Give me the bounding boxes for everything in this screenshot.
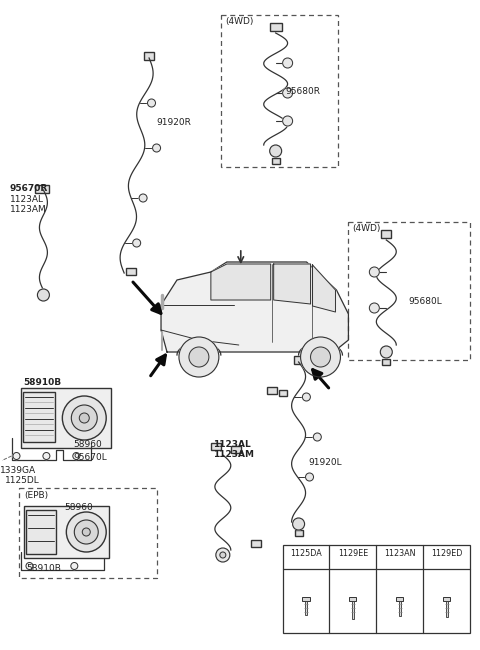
Circle shape — [153, 144, 161, 152]
Bar — [283, 545, 470, 633]
Text: (4WD): (4WD) — [225, 17, 253, 26]
Bar — [22, 388, 111, 448]
Text: 1123AM: 1123AM — [213, 450, 254, 459]
Text: (4WD): (4WD) — [352, 224, 381, 233]
Bar — [36, 185, 49, 193]
Circle shape — [71, 562, 78, 569]
Text: 1123AM: 1123AM — [10, 205, 46, 214]
Polygon shape — [274, 264, 311, 304]
Bar — [382, 359, 390, 365]
Text: 95670L: 95670L — [73, 453, 107, 462]
Circle shape — [380, 346, 392, 358]
Bar — [396, 597, 403, 601]
Text: 91920R: 91920R — [156, 118, 191, 127]
Circle shape — [313, 433, 321, 441]
Text: 91920L: 91920L — [309, 458, 342, 467]
Bar — [399, 601, 401, 616]
Circle shape — [302, 393, 311, 401]
Bar — [349, 597, 357, 601]
Circle shape — [73, 452, 80, 460]
Text: 1129ED: 1129ED — [431, 549, 462, 558]
Polygon shape — [161, 262, 348, 352]
Circle shape — [132, 239, 141, 247]
Circle shape — [82, 528, 90, 536]
Circle shape — [72, 405, 97, 431]
Text: 95680L: 95680L — [408, 297, 442, 306]
Polygon shape — [211, 264, 271, 300]
Circle shape — [306, 473, 313, 481]
Circle shape — [283, 58, 293, 68]
Circle shape — [189, 347, 209, 367]
Bar — [443, 597, 450, 601]
Text: 1123AL: 1123AL — [213, 440, 251, 449]
Bar — [221, 15, 338, 167]
Text: 1123AN: 1123AN — [384, 549, 416, 558]
Circle shape — [79, 413, 89, 423]
Text: 1125DA: 1125DA — [290, 549, 322, 558]
Bar — [294, 356, 303, 364]
Circle shape — [283, 88, 293, 98]
Bar — [272, 158, 280, 164]
Bar — [24, 506, 109, 558]
Bar — [381, 230, 391, 238]
Text: 58910B: 58910B — [26, 564, 61, 573]
Bar — [270, 23, 282, 31]
Circle shape — [369, 267, 379, 277]
Polygon shape — [312, 265, 336, 312]
Circle shape — [74, 520, 98, 544]
Bar — [445, 601, 448, 617]
Circle shape — [300, 337, 340, 377]
Bar — [352, 601, 354, 619]
Circle shape — [43, 452, 50, 460]
Bar — [267, 387, 276, 394]
Bar — [348, 222, 470, 360]
Text: 1123AL: 1123AL — [10, 195, 44, 204]
Text: 1129EE: 1129EE — [338, 549, 368, 558]
Bar — [20, 488, 157, 578]
Circle shape — [37, 289, 49, 301]
Bar — [305, 601, 307, 615]
Bar — [211, 443, 221, 450]
Circle shape — [66, 512, 106, 552]
Circle shape — [26, 562, 33, 569]
Bar — [26, 510, 56, 554]
Circle shape — [139, 194, 147, 202]
Circle shape — [270, 145, 282, 157]
Bar — [144, 52, 154, 60]
Circle shape — [13, 452, 20, 460]
Circle shape — [293, 518, 305, 530]
Circle shape — [62, 396, 106, 440]
Text: 58960: 58960 — [64, 503, 93, 512]
Text: 95680R: 95680R — [286, 87, 321, 96]
Text: 1339GA: 1339GA — [0, 466, 36, 475]
Circle shape — [220, 552, 226, 558]
Circle shape — [311, 347, 331, 367]
Circle shape — [283, 116, 293, 126]
Circle shape — [369, 303, 379, 313]
Bar — [126, 268, 136, 275]
Circle shape — [179, 337, 219, 377]
Bar — [302, 597, 310, 601]
Text: (EPB): (EPB) — [24, 491, 48, 500]
Bar — [279, 390, 287, 396]
Bar — [24, 392, 55, 442]
Text: 58960: 58960 — [73, 440, 102, 449]
Bar — [251, 540, 261, 547]
Bar — [231, 446, 241, 453]
Text: 95670R: 95670R — [10, 184, 48, 193]
Text: 1125DL: 1125DL — [4, 476, 39, 485]
Text: 58910B: 58910B — [24, 378, 61, 387]
Circle shape — [216, 548, 230, 562]
Circle shape — [147, 99, 156, 107]
Bar — [295, 530, 302, 536]
